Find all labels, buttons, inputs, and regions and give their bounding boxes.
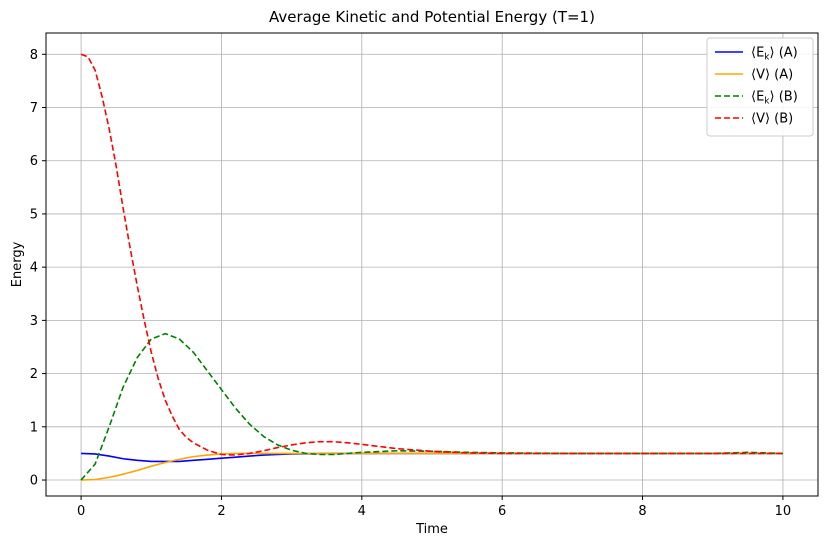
plot-frame <box>45 32 819 497</box>
chart-title: Average Kinetic and Potential Energy (T=… <box>269 8 595 26</box>
legend-label: ⟨V⟩ (A) <box>751 68 793 83</box>
y-tick-label: 2 <box>30 367 38 382</box>
legend: ⟨Ek⟩ (A) ⟨V⟩ (A) ⟨Ek⟩ (B) ⟨V⟩ (B) <box>706 37 814 137</box>
legend-label: ⟨Ek⟩ (A) <box>751 46 798 63</box>
y-tick-label: 4 <box>30 261 38 276</box>
x-tick-label: 2 <box>217 504 225 519</box>
x-tick-label: 8 <box>638 504 646 519</box>
series-line-2 <box>81 452 783 481</box>
y-tick-label: 6 <box>30 154 38 169</box>
x-tick-label: 10 <box>775 504 792 519</box>
series-lines <box>80 53 783 481</box>
legend-label: ⟨V⟩ (B) <box>751 112 793 127</box>
y-tick-label: 3 <box>30 314 38 329</box>
x-tick-label: 6 <box>498 504 506 519</box>
y-tick-label: 8 <box>30 48 38 63</box>
y-tick-label: 5 <box>30 207 38 222</box>
y-tick-label: 0 <box>30 474 38 489</box>
y-tick-label: 1 <box>30 420 38 435</box>
y-axis-title: Energy <box>10 241 25 287</box>
x-tick-label: 4 <box>358 504 366 519</box>
series-line-4 <box>80 53 783 456</box>
legend-label: ⟨Ek⟩ (B) <box>751 90 798 107</box>
grid <box>46 33 818 496</box>
y-tick-label: 7 <box>30 101 38 116</box>
x-axis-title: Time <box>415 522 448 537</box>
axis-ticks: 0 2 4 6 8 10 0 1 2 3 4 5 6 7 8 <box>30 48 791 519</box>
legend-box <box>706 37 814 137</box>
x-tick-label: 0 <box>77 504 85 519</box>
